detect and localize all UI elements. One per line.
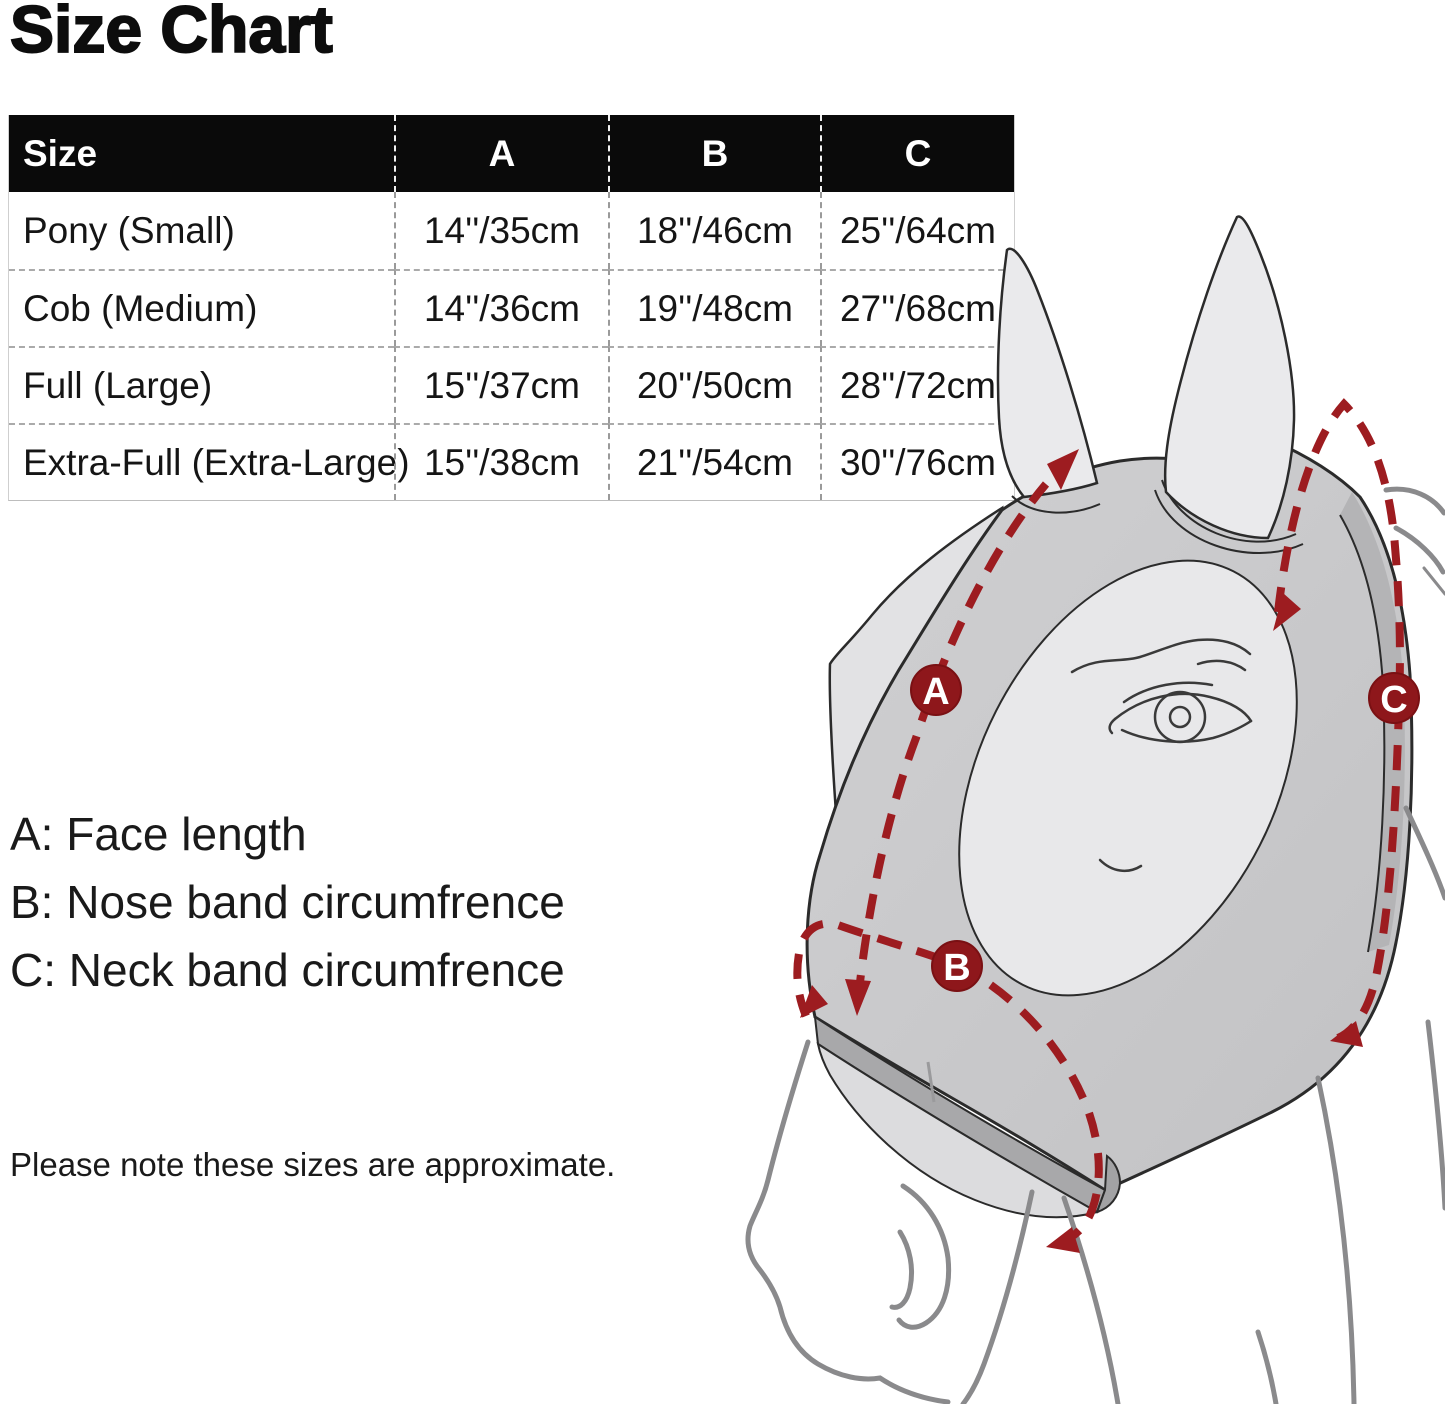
right-ear (1163, 215, 1296, 540)
table-cell: 18''/46cm (608, 192, 820, 269)
table-header-c: C (820, 115, 1014, 192)
neck-outline (1255, 486, 1445, 1404)
table-cell: 28''/72cm (820, 346, 1014, 423)
measure-c-label: C (1380, 679, 1407, 721)
table-cell: 27''/68cm (820, 269, 1014, 346)
measure-a-line (854, 481, 1050, 1001)
horse-eye (1070, 638, 1253, 873)
table-cell: Cob (Medium) (9, 269, 394, 346)
table-cell: 21''/54cm (608, 423, 820, 500)
muzzle-outline (745, 1039, 1121, 1404)
measure-c-label-circle (1368, 672, 1420, 724)
measure-b: B (793, 919, 1103, 1253)
measure-a: A (845, 449, 1079, 1016)
table-cell: 14''/36cm (394, 269, 608, 346)
measure-b-line (793, 919, 1103, 1247)
table-header-a: A (394, 115, 608, 192)
table-cell: 20''/50cm (608, 346, 820, 423)
neck-band-strip (1339, 492, 1405, 953)
legend-item-c: C: Neck band circumfrence (10, 944, 565, 996)
table-cell: Full (Large) (9, 346, 394, 423)
measure-c: C (1273, 398, 1420, 1047)
ear-hole-rim (1011, 479, 1304, 554)
measure-b-label-circle (931, 940, 983, 992)
measure-c-arrow-top (1273, 593, 1301, 631)
measure-a-arrow-top (1047, 449, 1079, 490)
table-cell: 30''/76cm (820, 423, 1014, 500)
legend-item-b: B: Nose band circumfrence (10, 876, 565, 928)
approximate-sizes-note: Please note these sizes are approximate. (10, 1146, 616, 1183)
page-title: Size Chart (9, 0, 334, 66)
table-cell: Extra-Full (Extra-Large) (9, 423, 410, 500)
table-cell: 19''/48cm (608, 269, 820, 346)
table-cell: 14''/35cm (394, 192, 608, 269)
measure-c-arrow-bottom (1330, 1021, 1363, 1047)
measure-b-arrow-left (800, 985, 828, 1018)
measure-a-arrow-bottom (845, 979, 871, 1016)
eye-opening-panel (958, 559, 1298, 997)
table-cell: 15''/38cm (394, 423, 608, 500)
table-header-b: B (608, 115, 820, 192)
far-cheek-shape (828, 505, 1004, 1050)
measure-b-arrow-bottom (1046, 1227, 1080, 1253)
fly-mask-body (805, 435, 1414, 1192)
legend-item-a: A: Face length (10, 808, 307, 860)
table-header-size: Size (9, 115, 394, 192)
table-cell: Pony (Small) (23, 209, 235, 251)
size-chart-table: Size A B C Pony (Small) 14''/35cm 18''/4… (8, 115, 1015, 501)
measurement-legend: A: Face length B: Nose band circumfrence… (10, 800, 565, 1004)
measure-b-label: B (943, 947, 970, 989)
measure-c-line (1274, 398, 1404, 1042)
table-cell: 15''/37cm (394, 346, 608, 423)
table-cell: 25''/64cm (820, 192, 1014, 269)
nose-band (813, 1015, 1122, 1219)
measure-a-label-circle (910, 664, 962, 716)
measure-a-label: A (922, 671, 949, 713)
